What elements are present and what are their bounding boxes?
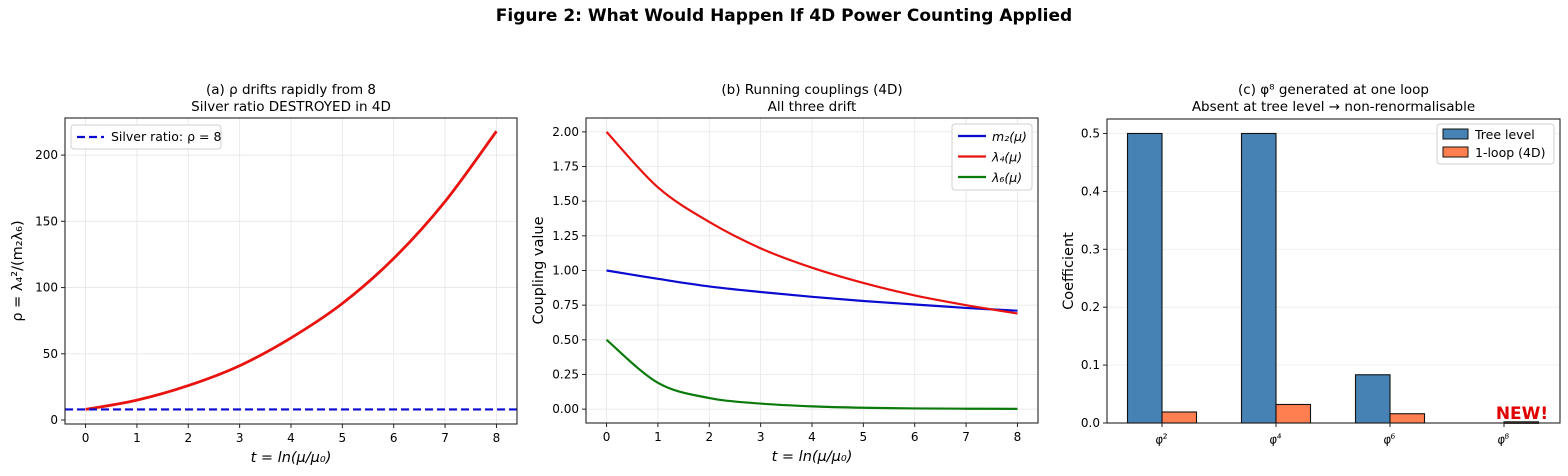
- y-tick-label: 0: [50, 413, 58, 427]
- y-axis-label: ρ = λ₄²/(m₂λ₆): [10, 220, 26, 321]
- x-tick-label: 6: [390, 431, 398, 445]
- x-tick-label: 7: [962, 430, 970, 444]
- x-tick-label: φ⁶: [1382, 431, 1397, 447]
- y-tick-label: 2.00: [552, 125, 579, 139]
- y-axis-label: Coefficient: [1061, 232, 1077, 310]
- y-tick-label: 0.25: [552, 367, 579, 381]
- panel-a-chart: 0 1 2 3 4 5 6 7 8 0 50 100 150 200 t = ln(μ/μ₀) ρ = λ₄²…: [10, 117, 518, 466]
- x-tick-label: 0: [82, 431, 90, 445]
- panel-c-title-line2: Absent at tree level → non-renormalisabl…: [1191, 99, 1476, 115]
- x-tick-label: φ²: [1154, 431, 1169, 447]
- x-tick-label: φ⁴: [1268, 431, 1283, 447]
- x-tick-label: φ⁸: [1496, 431, 1511, 447]
- new-annotation: NEW!: [1496, 404, 1548, 424]
- x-tick-label: 1: [654, 430, 662, 444]
- panel-b-title-line2: All three drift: [767, 99, 857, 115]
- x-tick-label: 8: [1014, 430, 1022, 444]
- x-tick-label: 2: [184, 431, 192, 445]
- y-tick-label: 0.3: [1081, 242, 1100, 256]
- panel-b-chart: 0 1 2 3 4 5 6 7 8 0.00 0.25 0.50 0.75 1.00 1.25 1.50 1.7…: [531, 117, 1039, 465]
- x-tick-label: 2: [705, 430, 713, 444]
- panel-b-title: (b) Running couplings (4D) All three dri…: [586, 82, 1038, 116]
- legend-label: Silver ratio: ρ = 8: [111, 129, 221, 144]
- x-tick-label: 4: [287, 431, 295, 445]
- series-line: [606, 269, 1018, 312]
- bar: [1275, 403, 1312, 424]
- x-tick-label: 4: [808, 430, 816, 444]
- y-tick-label: 150: [35, 214, 58, 228]
- panel-a-title: (a) ρ drifts rapidly from 8 Silver ratio…: [65, 82, 517, 116]
- y-tick-label: 0.75: [552, 298, 579, 312]
- y-tick-label: 0.0: [1081, 416, 1100, 430]
- legend-swatch-icon: [1442, 128, 1469, 140]
- panel-a-title-line2: Silver ratio DESTROYED in 4D: [191, 99, 391, 115]
- panel-c-title: (c) φ⁸ generated at one loop Absent at t…: [1107, 82, 1560, 116]
- series-line: [85, 130, 498, 411]
- panel-b-title-line1: (b) Running couplings (4D): [721, 82, 903, 98]
- legend-label: m₂(μ): [992, 129, 1027, 144]
- x-tick-label: 3: [236, 431, 244, 445]
- x-tick-label: 6: [911, 430, 919, 444]
- y-tick-label: 0.00: [552, 402, 579, 416]
- y-tick-label: 0.5: [1081, 126, 1100, 140]
- x-tick-label: 7: [441, 431, 449, 445]
- panel-a-title-line1: (a) ρ drifts rapidly from 8: [205, 82, 376, 98]
- figure-title: Figure 2: What Would Happen If 4D Power …: [495, 6, 1073, 26]
- x-tick-label: 5: [339, 431, 347, 445]
- series-line: [605, 131, 1018, 315]
- legend: Tree level 1-loop (4D): [1436, 123, 1555, 165]
- legend: Silver ratio: ρ = 8: [70, 124, 222, 150]
- y-tick-label: 1.25: [552, 229, 579, 243]
- y-tick-label: 200: [35, 148, 58, 162]
- panel-c-title-line1: (c) φ⁸ generated at one loop: [1238, 82, 1429, 98]
- series-line: [605, 338, 1018, 410]
- bar: [1126, 132, 1163, 424]
- legend-swatch-icon: [1442, 146, 1469, 158]
- x-tick-label: 5: [860, 430, 868, 444]
- legend: m₂(μ) λ₄(μ) λ₆(μ): [951, 123, 1033, 191]
- bar: [1354, 374, 1391, 424]
- legend-label: 1-loop (4D): [1475, 145, 1545, 160]
- y-tick-label: 1.00: [552, 264, 579, 278]
- y-tick-label: 0.50: [552, 333, 579, 347]
- y-tick-label: 50: [43, 347, 58, 361]
- y-tick-label: 0.1: [1081, 358, 1100, 372]
- legend-label: Tree level: [1474, 127, 1535, 142]
- bar: [1240, 132, 1277, 424]
- panel-c-chart: φ² φ⁴ φ⁶ φ⁸ 0.0 0.1 0.2 0.3 0.4 0.5 Coefficient NEW…: [1061, 118, 1561, 447]
- x-axis-label: t = ln(μ/μ₀): [772, 449, 853, 465]
- bar: [1161, 411, 1198, 424]
- y-tick-label: 0.2: [1081, 300, 1100, 314]
- x-tick-label: 1: [133, 431, 141, 445]
- axes-frame: [1106, 118, 1561, 424]
- legend-label: λ₄(μ): [991, 150, 1022, 165]
- y-tick-label: 100: [35, 281, 58, 295]
- bar: [1389, 413, 1426, 424]
- y-tick-label: 1.75: [552, 160, 579, 174]
- y-tick-label: 0.4: [1081, 184, 1100, 198]
- x-tick-label: 3: [757, 430, 765, 444]
- x-tick-label: 8: [493, 431, 501, 445]
- x-axis-label: t = ln(μ/μ₀): [251, 450, 332, 466]
- x-tick-label: 0: [603, 430, 611, 444]
- y-tick-label: 1.50: [552, 194, 579, 208]
- legend-label: λ₆(μ): [991, 170, 1022, 185]
- y-axis-label: Coupling value: [531, 216, 547, 324]
